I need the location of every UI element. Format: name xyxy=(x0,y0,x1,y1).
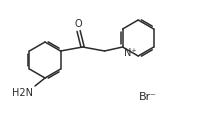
Text: N⁺: N⁺ xyxy=(124,48,136,58)
Text: H2N: H2N xyxy=(12,88,33,98)
Text: Br⁻: Br⁻ xyxy=(139,92,157,102)
Text: O: O xyxy=(75,19,82,29)
